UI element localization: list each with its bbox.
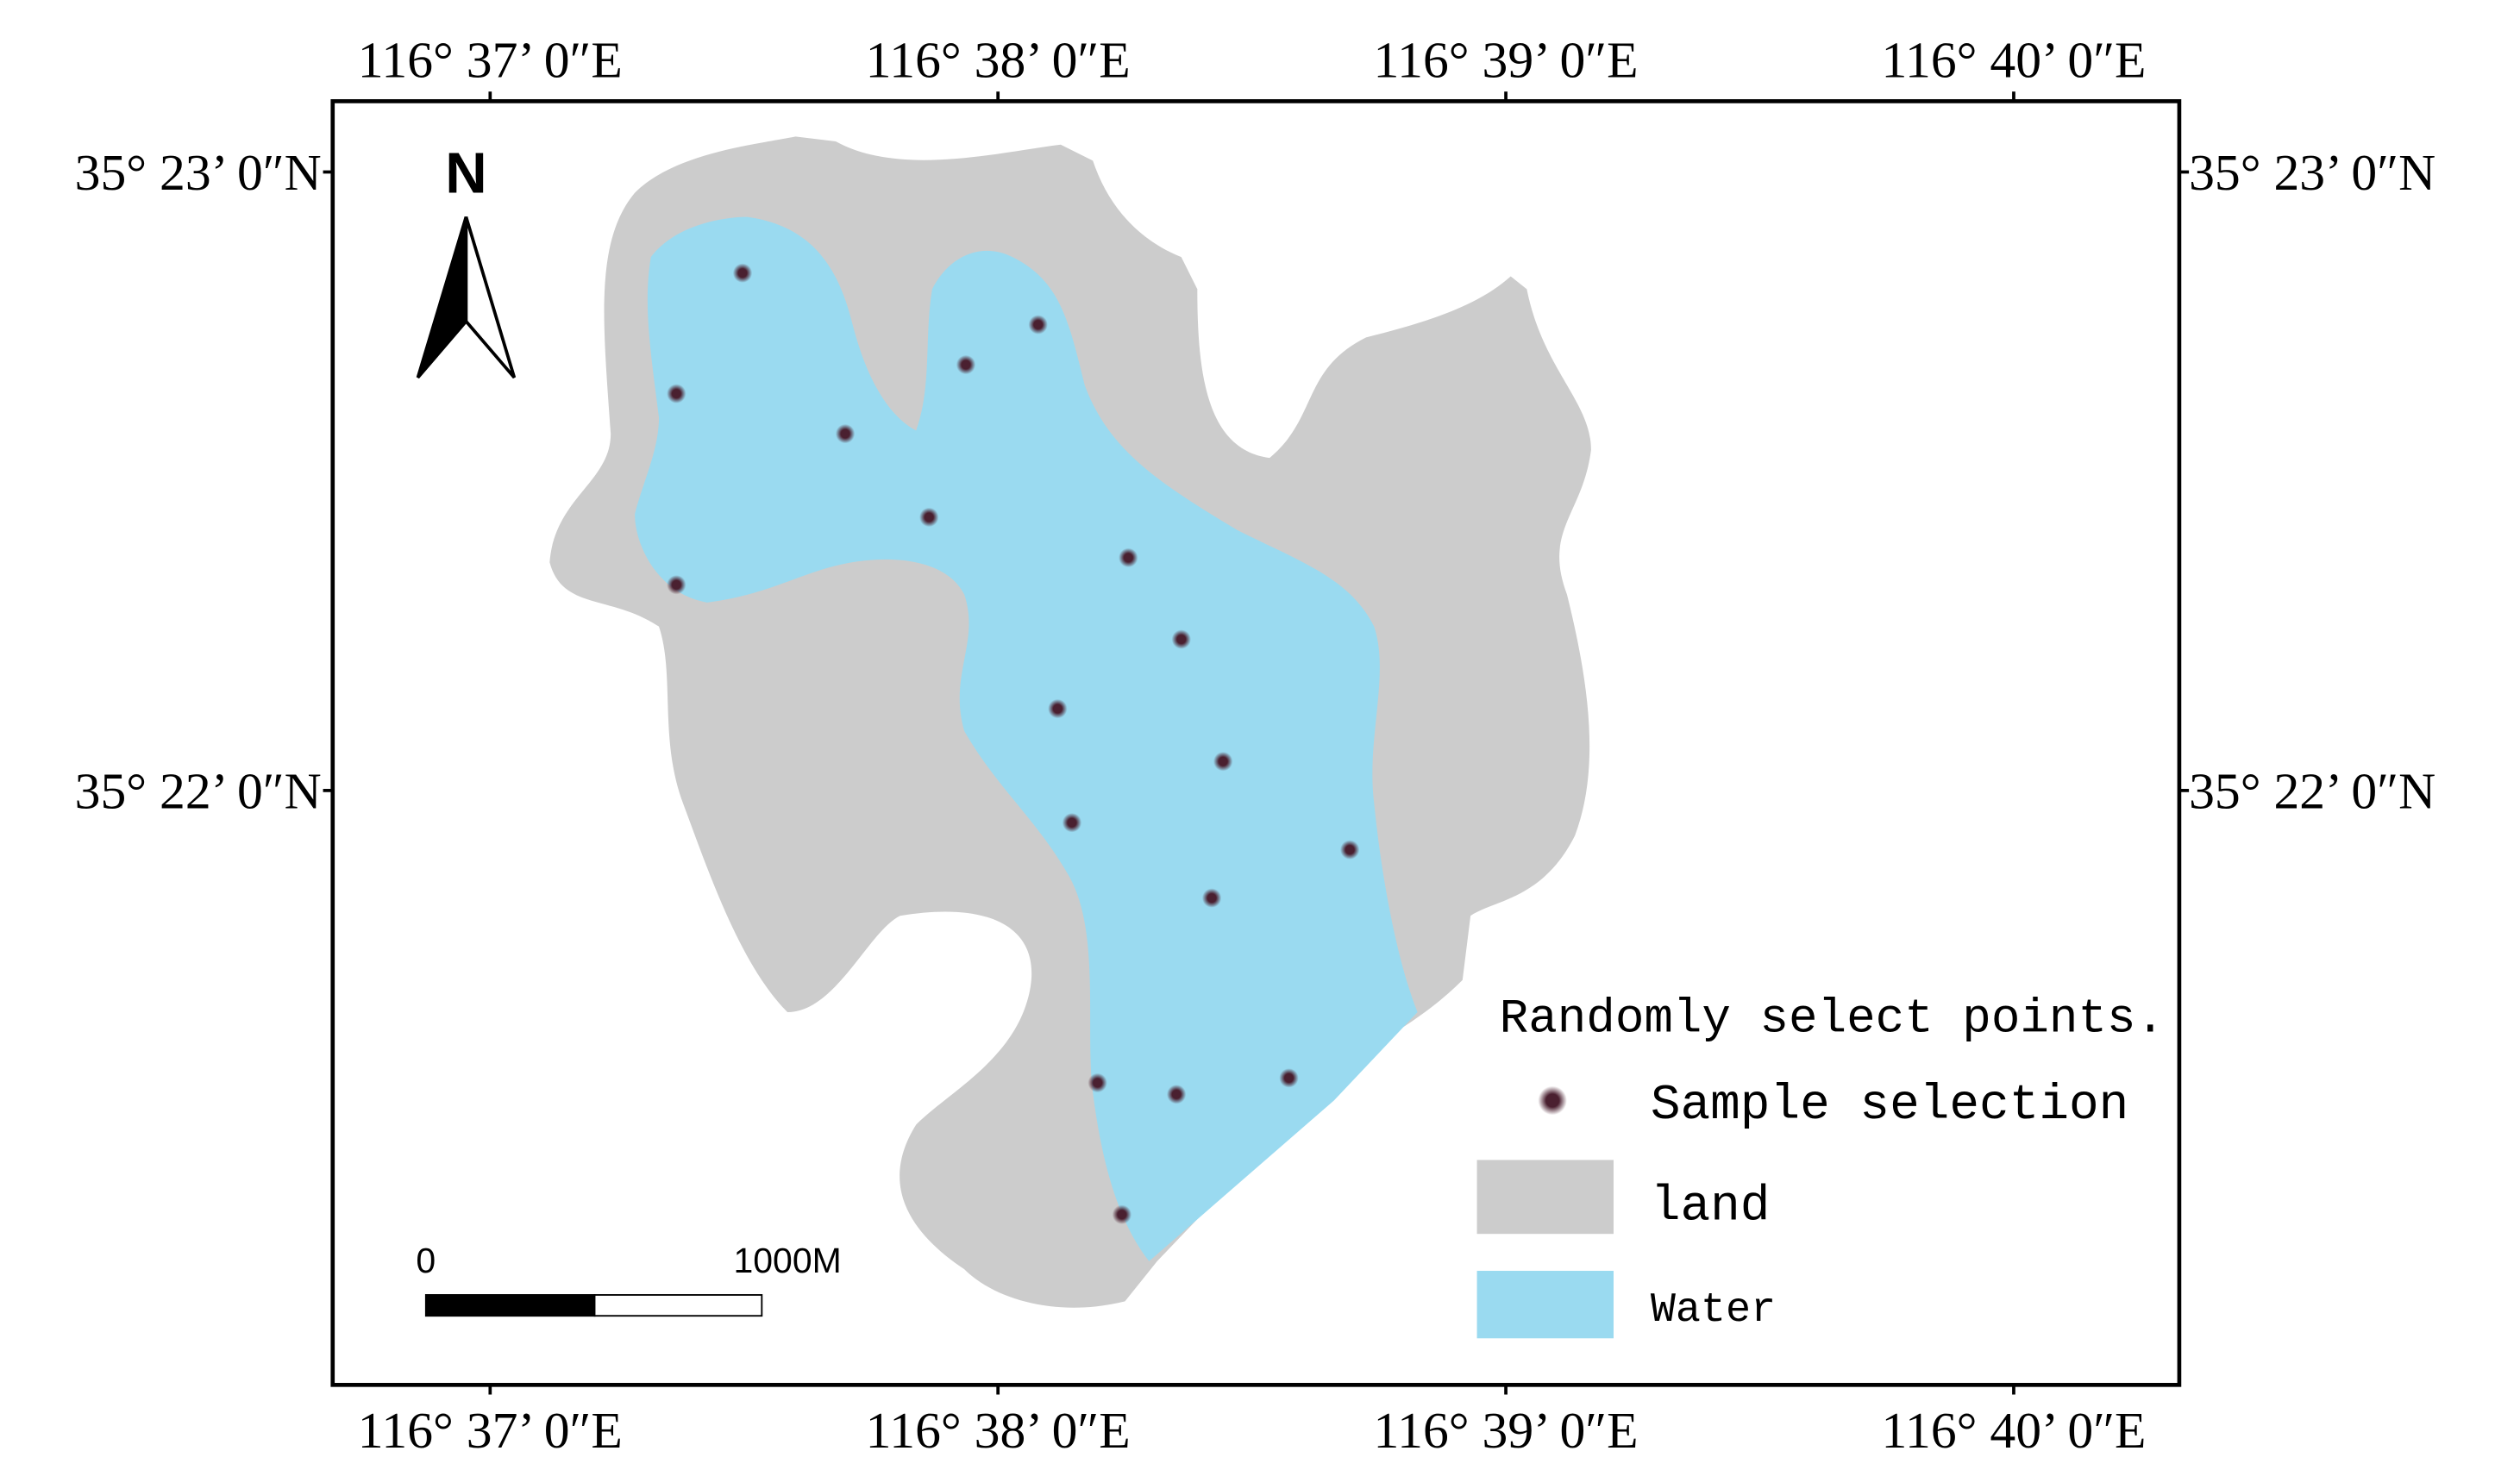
north-arrow [416,216,468,379]
y-tick-label: 35° 22’ 0″N [2189,762,2435,819]
scale-bar [593,1294,763,1317]
x-tick-label: 116° 40’ 0″E [1881,1402,2146,1459]
y-tick-label: 35° 22’ 0″N [75,762,322,819]
legend-swatch [1476,1271,1614,1339]
y-tick-label: 35° 23’ 0″N [75,144,322,201]
sample-point [1119,547,1138,568]
map-frame [330,99,2182,1387]
legend-label: land [1651,1179,1771,1235]
legend-label: Water [1651,1286,1776,1334]
x-tick-label: 116° 40’ 0″E [1881,31,2146,88]
north-label: N [445,141,486,206]
sample-point [1213,751,1233,772]
sample-point [956,354,976,375]
scale-label: 1000M [733,1241,841,1280]
y-tick-label: 35° 23’ 0″N [2189,144,2435,201]
north-arrow [464,216,517,379]
sample-point [1279,1068,1299,1088]
sample-point [1166,1085,1187,1104]
sample-point [1062,813,1082,833]
sample-point [732,263,753,283]
water-area [635,216,1418,1261]
x-tick-label: 116° 37’ 0″E [358,31,623,88]
legend-title: Randomly select points. [1500,991,2165,1046]
legend-marker [1538,1085,1567,1116]
sample-point [835,423,856,444]
scale-bar [424,1294,596,1317]
x-tick-label: 116° 38’ 0″E [866,1402,1131,1459]
x-tick-label: 116° 39’ 0″E [1374,1402,1639,1459]
legend-swatch [1476,1160,1614,1235]
x-tick-label: 116° 39’ 0″E [1374,31,1639,88]
sample-point [1171,629,1191,649]
x-tick-label: 116° 38’ 0″E [866,31,1131,88]
sample-point [1201,888,1222,908]
legend-label: Sample selection [1651,1078,2129,1134]
sample-point [667,575,686,595]
x-tick-label: 116° 37’ 0″E [358,1402,623,1459]
sample-point [1088,1073,1107,1093]
sample-point [1048,698,1068,719]
sample-point [1339,840,1360,860]
sample-point [1028,315,1048,335]
sample-point [1112,1204,1132,1224]
scale-label: 0 [416,1241,436,1280]
sample-point [667,384,686,403]
sample-point [919,507,939,528]
